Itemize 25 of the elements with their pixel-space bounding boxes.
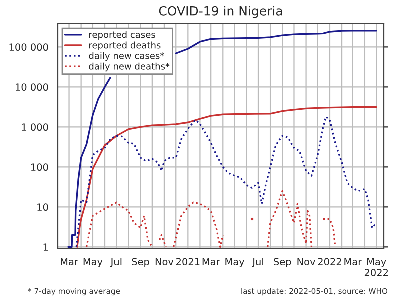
y-tick-label: 100 [31, 164, 48, 172]
y-tick-label: 100 000 [10, 44, 48, 52]
legend-label: daily new cases* [89, 52, 164, 62]
x-tick-label: May 2022 [364, 258, 388, 276]
x-tick-label: Sep [274, 258, 292, 268]
x-tick-label: Nov [298, 258, 316, 266]
x-tick-label: Mar [61, 258, 78, 266]
y-tick-label: 1 000 [22, 124, 48, 132]
x-tick-label: May [84, 258, 103, 268]
legend-label: daily new deaths* [89, 62, 170, 72]
y-tick-label: 10 000 [16, 84, 48, 92]
x-tick-label: Nov [156, 258, 174, 266]
x-tick-label: 2022 [318, 258, 342, 266]
y-tick-label: 10 [38, 204, 48, 212]
x-tick-label: Sep [132, 258, 150, 268]
x-tick-label: Jul [252, 258, 264, 268]
x-tick-label: Mar [202, 258, 220, 266]
legend-label: reported cases [90, 31, 156, 40]
x-tick-label: 2021 [176, 258, 200, 266]
x-tick-label: Jul [110, 258, 122, 268]
x-tick-label: Mar [344, 258, 362, 266]
y-tick-label: 1 [44, 244, 48, 251]
x-tick-label: May [226, 258, 245, 268]
chart-title: COVID-19 in Nigeria [159, 6, 282, 18]
legend-label: reported deaths [90, 42, 161, 50]
